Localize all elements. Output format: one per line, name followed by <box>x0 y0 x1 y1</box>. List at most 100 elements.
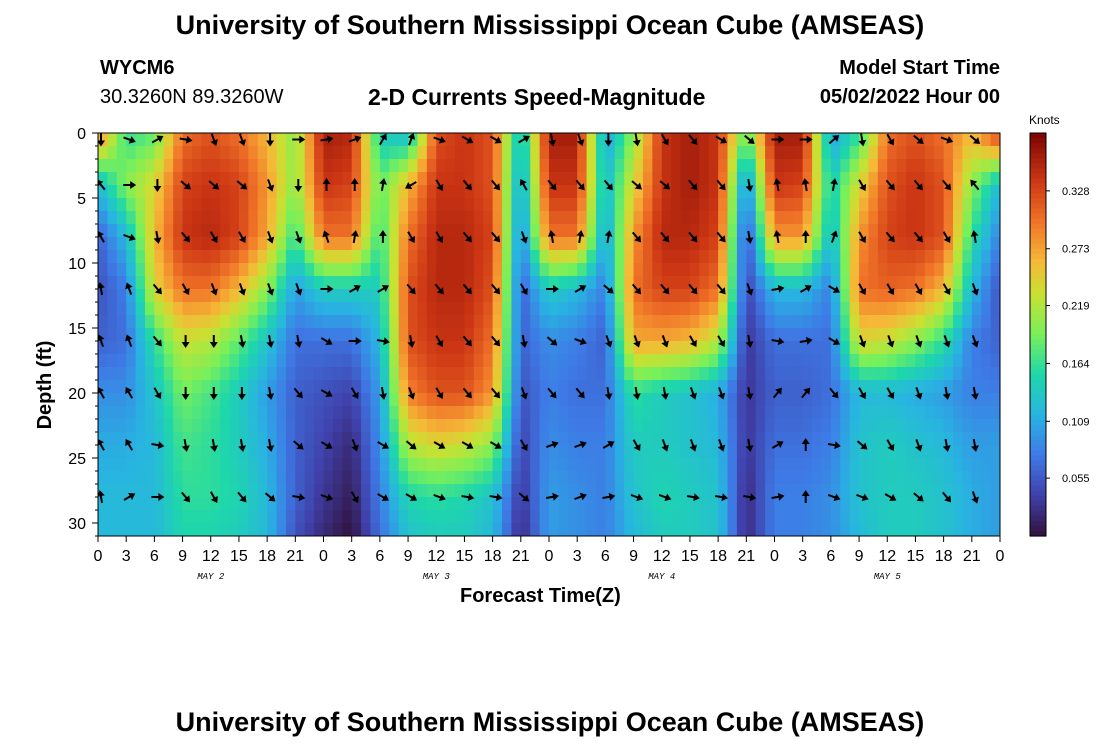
heatmap-cell <box>906 172 917 186</box>
heatmap-cell <box>126 146 137 160</box>
heatmap-cell <box>953 445 964 459</box>
current-arrow <box>631 283 642 295</box>
heatmap-cell <box>144 250 155 264</box>
heatmap-cell <box>962 198 973 212</box>
heatmap-cell <box>342 380 353 394</box>
heatmap-cell <box>661 380 672 394</box>
heatmap-cell <box>276 328 287 342</box>
current-arrow <box>151 493 165 501</box>
heatmap-cell <box>943 198 954 212</box>
heatmap-cell <box>191 263 202 277</box>
heatmap-cell <box>812 237 823 251</box>
heatmap-cell <box>304 432 315 446</box>
heatmap-cell <box>896 250 907 264</box>
heatmap-cell <box>765 445 776 459</box>
heatmap-cell <box>718 289 729 303</box>
heatmap-cell <box>304 406 315 420</box>
heatmap-cell <box>107 224 118 238</box>
heatmap-cell <box>417 185 428 199</box>
current-arrow <box>123 493 136 501</box>
current-arrow <box>688 134 698 145</box>
heatmap-cell <box>182 211 193 225</box>
heatmap-cell <box>624 354 635 368</box>
heatmap-cell <box>201 159 212 173</box>
heatmap-cell <box>408 445 419 459</box>
heatmap-cell <box>614 406 625 420</box>
heatmap-cell <box>943 146 954 160</box>
arrow-head <box>210 495 218 504</box>
heatmap-cell <box>473 354 484 368</box>
colorbar-segment <box>1030 148 1046 154</box>
heatmap-cell <box>736 146 747 160</box>
heatmap-cell <box>586 510 597 524</box>
heatmap-cell <box>577 445 588 459</box>
arrow-head <box>210 288 218 296</box>
current-arrow <box>717 387 726 400</box>
heatmap-cell <box>107 432 118 446</box>
heatmap-cell <box>736 484 747 498</box>
heatmap-cell <box>586 133 597 147</box>
heatmap-cell <box>238 198 249 212</box>
heatmap-cell <box>455 341 466 355</box>
heatmap-cell <box>868 237 879 251</box>
heatmap-cell <box>793 172 804 186</box>
heatmap-cell <box>238 510 249 524</box>
heatmap-cell <box>370 497 381 511</box>
date-label: MAY 2 <box>197 572 225 582</box>
heatmap-cell <box>727 198 738 212</box>
current-arrow <box>632 133 641 147</box>
heatmap-cell <box>661 445 672 459</box>
heatmap-cell <box>830 354 841 368</box>
arrow-head <box>326 493 334 502</box>
heatmap-cell <box>689 432 700 446</box>
heatmap-cell <box>144 393 155 407</box>
heatmap-cell <box>182 146 193 160</box>
heatmap-cell <box>971 523 982 536</box>
heatmap-cell <box>736 289 747 303</box>
heatmap-cell <box>398 497 409 511</box>
heatmap-cell <box>436 419 447 433</box>
heatmap-cell <box>708 289 719 303</box>
heatmap-cell <box>455 458 466 472</box>
heatmap-cell <box>783 198 794 212</box>
heatmap-cell <box>304 198 315 212</box>
heatmap-cell <box>859 367 870 381</box>
heatmap-cell <box>877 237 888 251</box>
heatmap-cell <box>812 393 823 407</box>
heatmap-cell <box>257 367 268 381</box>
heatmap-cell <box>812 159 823 173</box>
heatmap-cell <box>783 393 794 407</box>
heatmap-cell <box>793 328 804 342</box>
heatmap-cell <box>163 406 174 420</box>
current-arrow <box>435 231 444 244</box>
heatmap-cell <box>567 419 578 433</box>
colorbar-segment <box>1030 369 1046 376</box>
heatmap-cell <box>455 146 466 160</box>
heatmap-cell <box>859 211 870 225</box>
heatmap-cell <box>661 276 672 290</box>
heatmap-cell <box>464 263 475 277</box>
heatmap-cell <box>896 224 907 238</box>
heatmap-cell <box>361 315 372 329</box>
heatmap-cell <box>98 328 108 342</box>
heatmap-cell <box>163 159 174 173</box>
heatmap-cell <box>586 237 597 251</box>
heatmap-cell <box>953 458 964 472</box>
heatmap-cell <box>426 133 437 147</box>
heatmap-cell <box>586 471 597 485</box>
arrow-head <box>777 492 785 501</box>
heatmap-cell <box>408 302 419 316</box>
heatmap-cell <box>154 471 165 485</box>
heatmap-cell <box>887 276 898 290</box>
heatmap-cell <box>708 393 719 407</box>
heatmap-cell <box>661 367 672 381</box>
heatmap-cell <box>971 185 982 199</box>
heatmap-cell <box>671 276 682 290</box>
arrow-head <box>436 287 444 295</box>
heatmap-cell <box>473 224 484 238</box>
heatmap-cell <box>370 198 381 212</box>
heatmap-cell <box>877 445 888 459</box>
heatmap-cell <box>126 341 137 355</box>
heatmap-cell <box>323 341 334 355</box>
heatmap-cell <box>436 432 447 446</box>
